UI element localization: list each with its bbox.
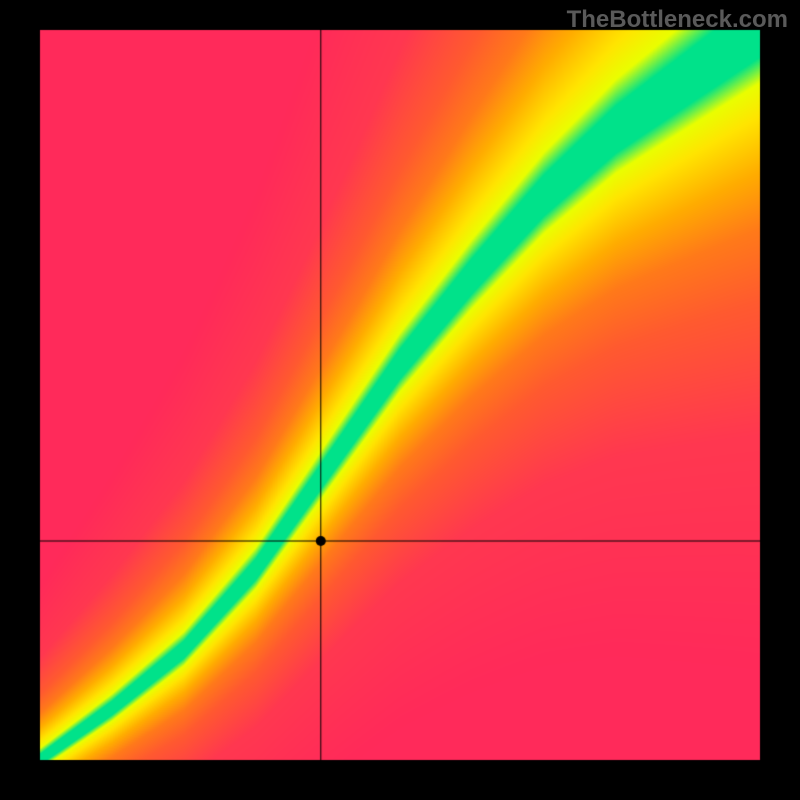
bottleneck-heatmap-canvas	[0, 0, 800, 800]
chart-container: TheBottleneck.com	[0, 0, 800, 800]
watermark-text: TheBottleneck.com	[567, 6, 788, 34]
